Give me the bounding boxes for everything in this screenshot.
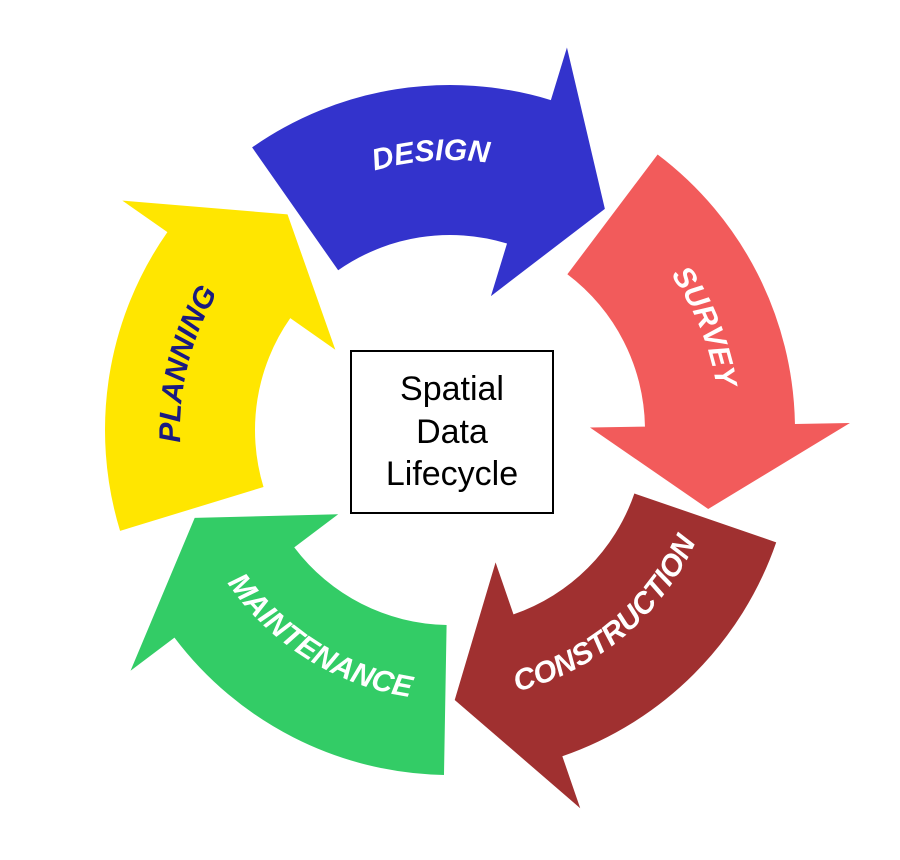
lifecycle-diagram: DESIGNSURVEYCONSTRUCTIONMAINTENANCEPLANN… xyxy=(0,0,900,860)
cycle-segment-design: DESIGN xyxy=(252,47,605,296)
cycle-segment-survey: SURVEY xyxy=(567,154,850,508)
center-line2: Data xyxy=(416,411,488,454)
cycle-segment-construction: CONSTRUCTION xyxy=(455,493,776,808)
center-line1: Spatial xyxy=(400,368,504,411)
cycle-segment-maintenance: MAINTENANCE xyxy=(131,514,447,775)
center-box: Spatial Data Lifecycle xyxy=(350,350,554,514)
cycle-segment-planning: PLANNING xyxy=(105,201,335,531)
center-line3: Lifecycle xyxy=(386,453,518,496)
